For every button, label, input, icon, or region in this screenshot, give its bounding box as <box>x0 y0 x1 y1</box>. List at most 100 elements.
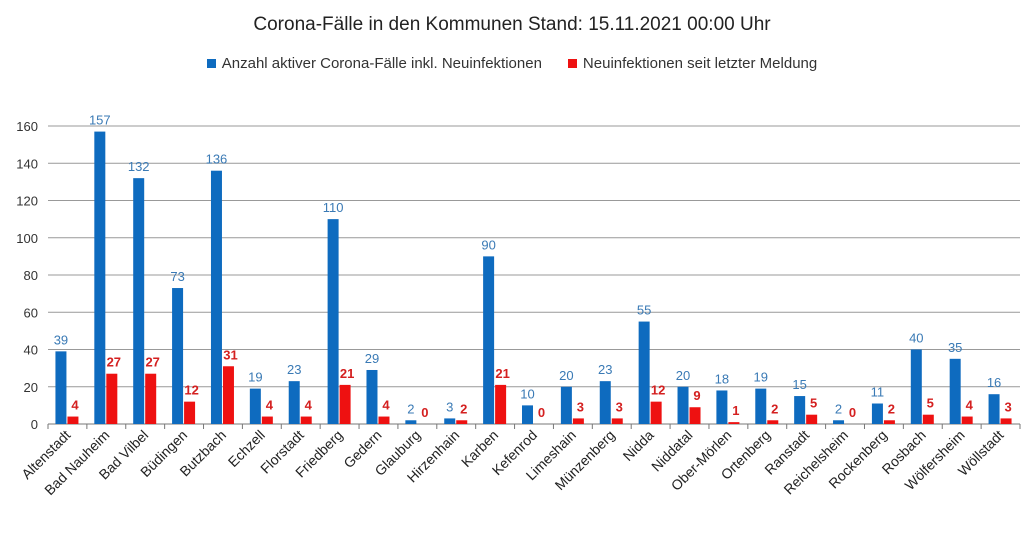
data-label-active: 18 <box>715 371 729 386</box>
data-label-active: 2 <box>407 401 414 416</box>
y-tick-label: 0 <box>31 417 38 432</box>
bar-active <box>988 394 1000 424</box>
y-tick-label: 20 <box>24 380 38 395</box>
bar-new <box>611 418 623 424</box>
bar-new <box>145 373 157 424</box>
bar-new <box>728 422 740 424</box>
bar-active <box>288 381 300 424</box>
bar-new <box>222 366 234 424</box>
data-label-active: 136 <box>206 152 228 167</box>
bar-active <box>249 388 261 424</box>
data-label-active: 10 <box>520 386 534 401</box>
data-label-active: 2 <box>835 401 842 416</box>
bar-active <box>794 396 806 424</box>
data-label-new: 2 <box>771 401 778 416</box>
data-label-new: 5 <box>810 396 817 411</box>
data-label-active: 20 <box>559 368 573 383</box>
bar-active <box>871 403 883 424</box>
bar-new <box>495 384 507 424</box>
bar-active <box>327 219 339 424</box>
data-label-active: 73 <box>170 269 184 284</box>
data-label-active: 23 <box>287 362 301 377</box>
data-label-new: 4 <box>71 398 79 413</box>
data-label-new: 0 <box>421 405 428 420</box>
data-label-active: 29 <box>365 351 379 366</box>
data-label-new: 4 <box>266 398 274 413</box>
chart-title: Corona-Fälle in den Kommunen Stand: 15.1… <box>253 14 771 35</box>
y-tick-label: 100 <box>16 231 38 246</box>
legend-item-new: Neuinfektionen seit letzter Meldung <box>567 55 818 72</box>
bar-active <box>444 418 456 424</box>
legend-swatch-blue <box>206 59 216 68</box>
data-label-active: 132 <box>128 159 150 174</box>
y-tick-label: 120 <box>16 194 38 209</box>
bar-new <box>767 420 779 424</box>
data-label-new: 21 <box>495 366 509 381</box>
data-label-active: 35 <box>948 340 962 355</box>
bar-active <box>366 369 378 424</box>
legend-label-active: Anzahl aktiver Corona-Fälle inkl. Neuinf… <box>221 55 542 72</box>
y-tick-label: 160 <box>16 119 38 134</box>
data-label-new: 31 <box>223 347 237 362</box>
bar-new <box>300 416 312 424</box>
data-label-new: 2 <box>888 401 895 416</box>
bar-new <box>378 416 390 424</box>
data-label-active: 19 <box>248 370 262 385</box>
data-label-new: 3 <box>577 399 584 414</box>
bar-active <box>716 390 728 424</box>
legend-swatch-red <box>567 59 577 68</box>
bar-active <box>55 351 67 424</box>
data-label-new: 27 <box>145 355 159 370</box>
bar-new <box>806 414 818 424</box>
bar-active <box>910 349 922 424</box>
bar-active <box>949 358 961 424</box>
bar-new <box>883 420 895 424</box>
bar-new <box>689 407 701 424</box>
bar-new <box>572 418 584 424</box>
data-label-new: 2 <box>460 401 467 416</box>
chart-legend: Anzahl aktiver Corona-Fälle inkl. Neuinf… <box>0 55 1024 72</box>
bar-active <box>522 405 533 424</box>
y-tick-label: 140 <box>16 156 38 171</box>
bar-active <box>405 420 417 424</box>
bar-active <box>677 386 689 424</box>
data-label-active: 20 <box>676 368 690 383</box>
data-label-new: 12 <box>184 383 198 398</box>
bar-new <box>261 416 273 424</box>
data-label-active: 157 <box>89 113 111 128</box>
x-tick-label: Nidda <box>620 427 657 464</box>
data-label-active: 55 <box>637 303 651 318</box>
y-tick-label: 80 <box>24 268 38 283</box>
data-label-new: 3 <box>616 399 623 414</box>
bar-active <box>638 321 650 424</box>
bar-new <box>339 384 351 424</box>
y-tick-label: 40 <box>24 343 38 358</box>
data-label-new: 4 <box>305 398 313 413</box>
bar-active <box>94 131 106 424</box>
bar-active <box>833 420 845 424</box>
bar-active <box>172 288 184 424</box>
data-label-active: 15 <box>792 377 806 392</box>
data-label-active: 39 <box>54 332 68 347</box>
bar-active <box>599 381 611 424</box>
legend-item-active: Anzahl aktiver Corona-Fälle inkl. Neuinf… <box>206 55 542 72</box>
data-label-new: 3 <box>1004 399 1011 414</box>
bar-active <box>483 256 495 424</box>
data-label-active: 11 <box>871 385 885 400</box>
data-label-active: 40 <box>909 331 923 346</box>
bar-active <box>210 170 222 424</box>
data-label-new: 4 <box>966 398 974 413</box>
legend-label-new: Neuinfektionen seit letzter Meldung <box>582 55 818 72</box>
bar-new <box>961 416 973 424</box>
data-label-active: 90 <box>481 237 495 252</box>
data-label-active: 3 <box>446 399 453 414</box>
data-label-new: 4 <box>382 398 390 413</box>
data-label-new: 1 <box>732 403 739 418</box>
data-label-new: 9 <box>693 388 700 403</box>
data-label-active: 110 <box>323 200 344 215</box>
data-label-active: 23 <box>598 362 612 377</box>
bar-active <box>133 178 145 424</box>
data-label-active: 19 <box>754 370 768 385</box>
data-label-active: 16 <box>987 375 1001 390</box>
